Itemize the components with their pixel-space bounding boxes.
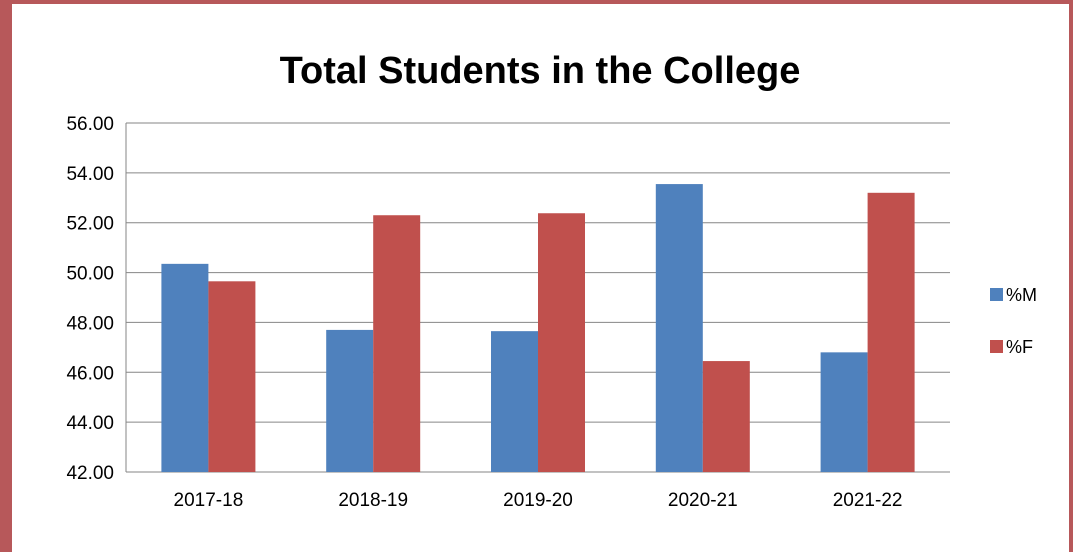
bar-f-2018-19 xyxy=(373,215,421,472)
bars xyxy=(161,184,915,473)
y-tick-label: 42.00 xyxy=(66,463,114,484)
y-tick-label: 54.00 xyxy=(66,164,114,185)
x-tick-label: 2018-19 xyxy=(338,490,408,511)
legend-swatch xyxy=(990,288,1003,301)
bar-f-2020-21 xyxy=(702,361,750,472)
y-tick-label: 50.00 xyxy=(66,264,114,285)
legend: %M %F xyxy=(990,285,1037,357)
legend-label: %F xyxy=(1006,337,1033,357)
bar-m-2019-20 xyxy=(491,331,538,472)
chart-title: Total Students in the College xyxy=(280,50,801,92)
y-tick-label: 52.00 xyxy=(66,214,114,235)
y-tick-label: 48.00 xyxy=(66,313,114,334)
bar-m-2021-22 xyxy=(820,352,868,472)
legend-swatch xyxy=(990,340,1003,353)
y-tick-label: 46.00 xyxy=(66,363,114,384)
y-tick-label: 56.00 xyxy=(66,114,114,135)
bar-f-2019-20 xyxy=(538,213,585,472)
bar-f-2017-18 xyxy=(208,281,256,472)
bar-m-2018-19 xyxy=(326,329,374,472)
legend-label: %M xyxy=(1006,285,1037,305)
x-tick-label: 2019-20 xyxy=(503,490,573,511)
bar-m-2020-21 xyxy=(655,184,703,472)
x-tick-label: 2021-22 xyxy=(833,490,903,511)
y-axis-ticks: 42.00 44.00 46.00 48.00 50.00 52.00 54.00 56.00 xyxy=(66,114,114,484)
bar-m-2017-18 xyxy=(161,263,209,472)
y-tick-label: 44.00 xyxy=(66,413,114,434)
x-tick-label: 2017-18 xyxy=(174,490,244,511)
x-tick-label: 2020-21 xyxy=(668,490,738,511)
bar-f-2021-22 xyxy=(867,192,915,473)
x-axis-ticks: 2017-18 2018-19 2019-20 2020-21 2021-22 xyxy=(174,490,903,511)
